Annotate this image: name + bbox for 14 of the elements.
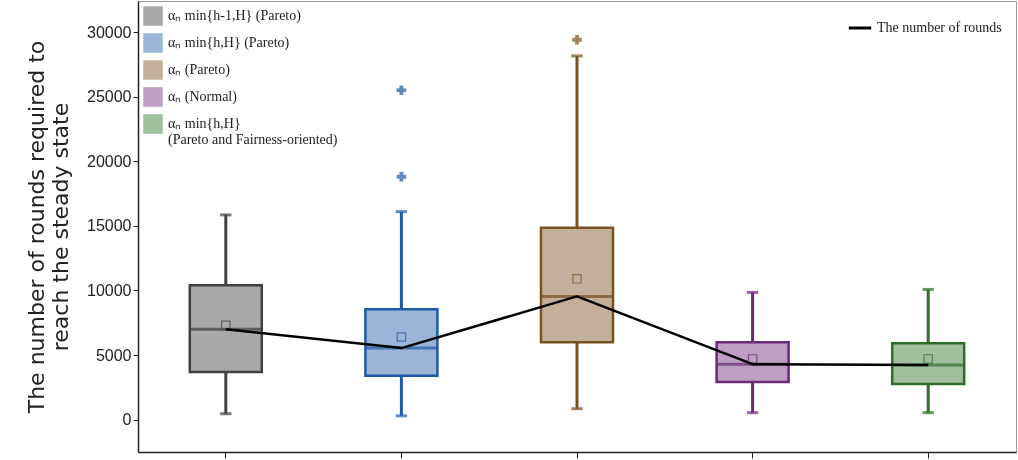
y-tick-label: 20000 — [87, 152, 132, 170]
legend-label: αₙ (Pareto) — [168, 62, 231, 78]
legend-label: αₙ (Normal) — [168, 89, 238, 105]
y-tick-label: 10000 — [87, 281, 132, 299]
y-axis-title: The number of rounds required to reach the steady state — [24, 40, 74, 415]
legend-label: αₙ min{h,H} (Pareto) — [168, 35, 290, 51]
y-tick-label: 5000 — [95, 346, 132, 364]
legend-label: αₙ min{h-1,H} (Pareto) — [168, 8, 302, 24]
y-tick-label: 25000 — [87, 88, 132, 106]
y-tick-label: 30000 — [87, 23, 132, 41]
legend-label: The number of rounds — [877, 20, 1002, 35]
y-tick-label: 0 — [122, 411, 132, 429]
legend-label: αₙ min{h,H} (Pareto and Fairness-oriented) — [168, 116, 338, 148]
y-tick-label: 15000 — [87, 217, 132, 235]
